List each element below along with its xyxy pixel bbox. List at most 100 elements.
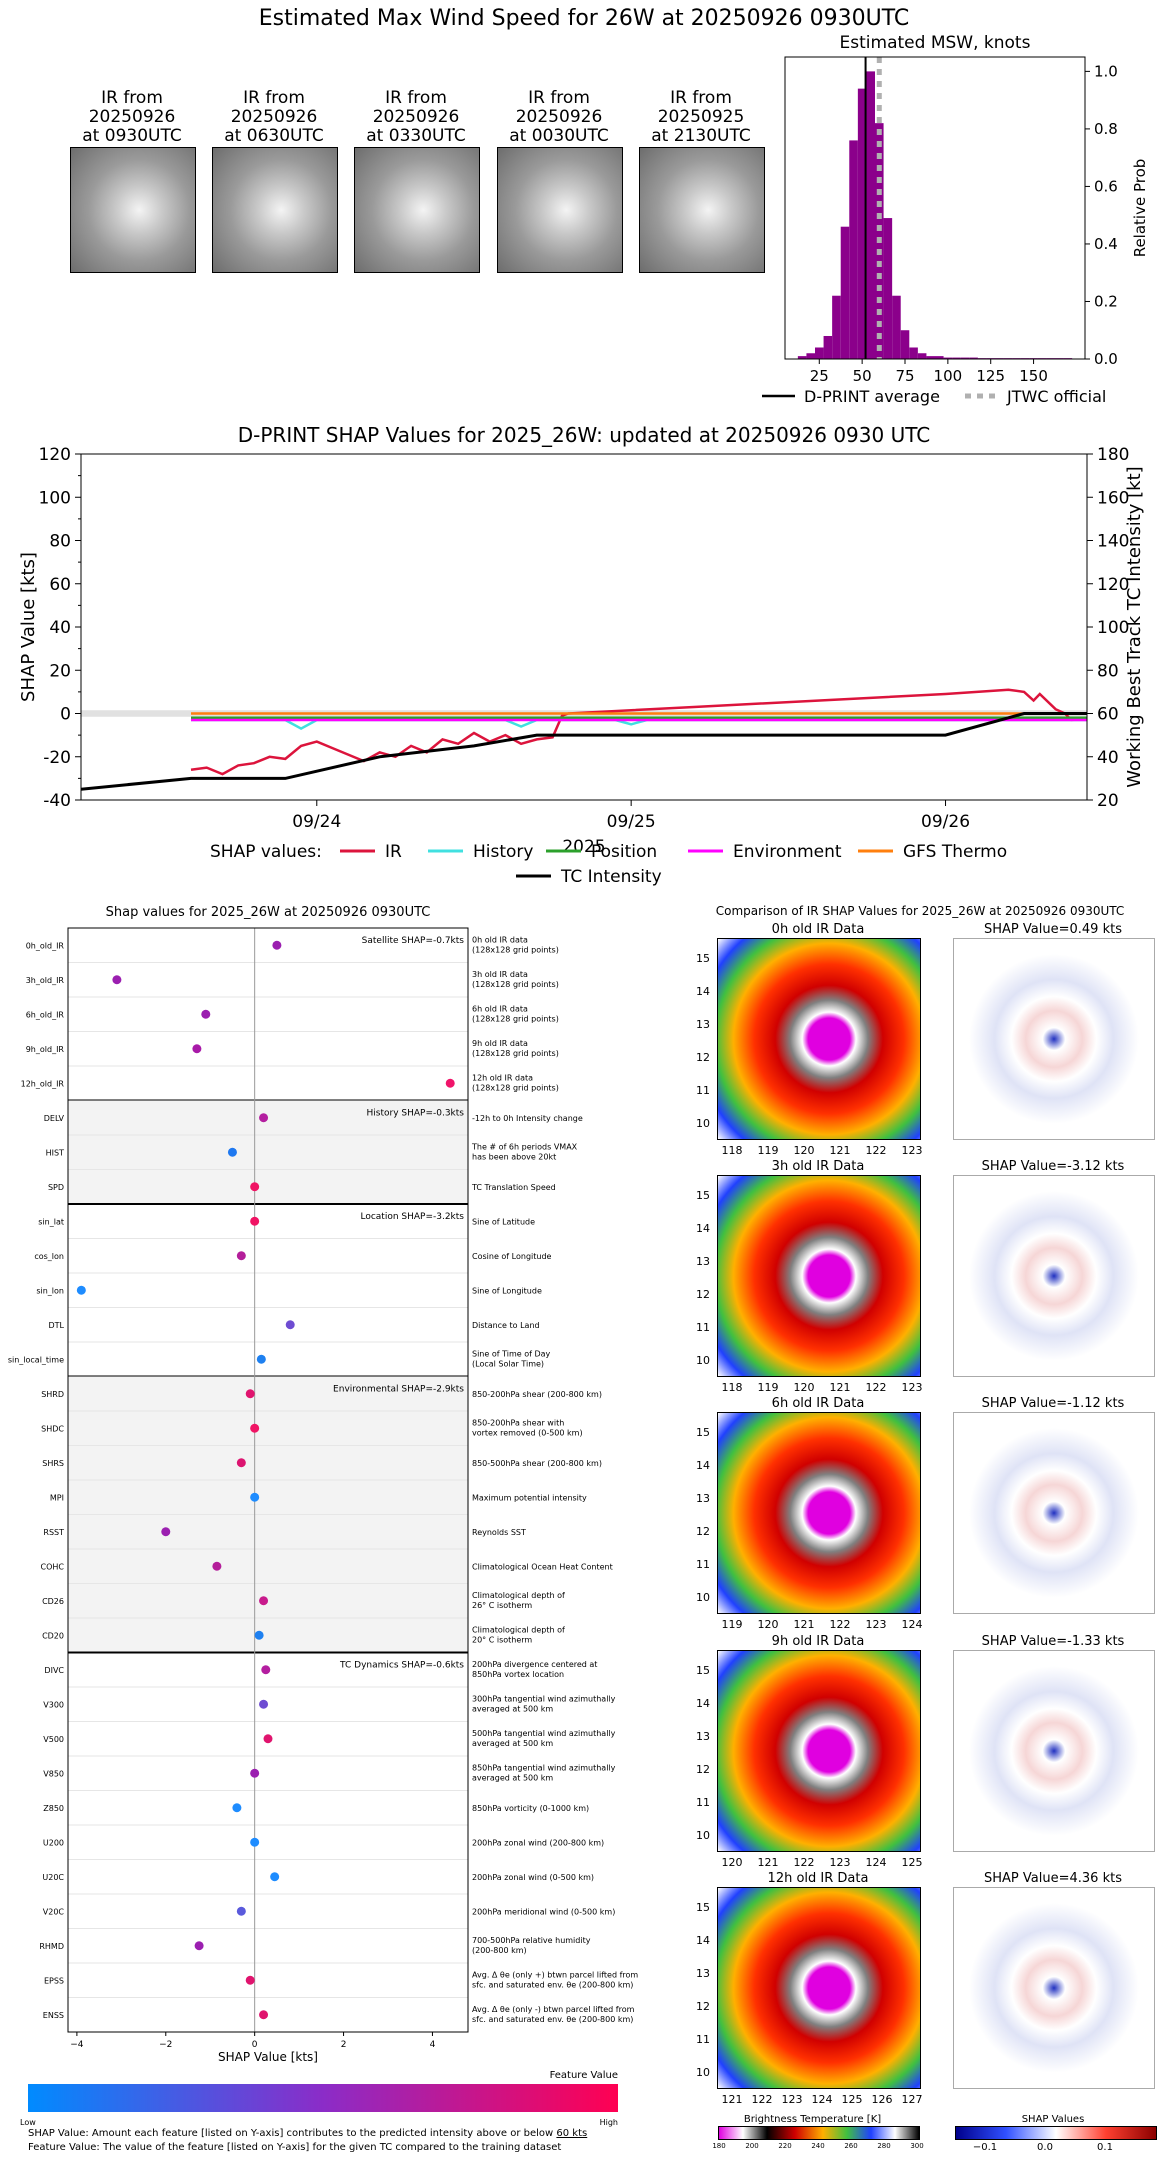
scatter-frame	[67, 927, 469, 2033]
msw-histogram: Estimated MSW, knots 25 50 75 100 125 150 0.0 0.…	[762, 33, 1149, 406]
feature-name: MPI	[50, 1493, 64, 1502]
footnote-shap-text: SHAP Value: Amount each feature [listed …	[28, 2128, 557, 2139]
feature-value-colorbar	[28, 2084, 618, 2112]
feature-desc: 200hPa divergence centered at	[472, 1660, 597, 1669]
histogram-bar	[857, 88, 867, 359]
thumbnail-label-line: IR from	[670, 88, 732, 108]
map-ytick-label: 14	[696, 1697, 710, 1710]
feature-desc: 850hPa tangential wind azimuthally	[472, 1763, 616, 1772]
map-ytick-label: 12	[696, 1763, 710, 1776]
shap-point	[445, 1078, 455, 1088]
bt-tick-label: 280	[877, 2142, 891, 2150]
feature-desc: 200hPa zonal wind (0-500 km)	[472, 1873, 594, 1882]
feature-name: sin_lat	[38, 1217, 64, 1226]
xtick-label: 09/24	[292, 812, 341, 832]
map-ytick-label: 13	[696, 1730, 710, 1743]
shap-colorbar-title: SHAP Values	[1021, 2114, 1085, 2125]
thumbnail-label-line: at 0630UTC	[224, 126, 324, 146]
shap-point	[212, 1561, 222, 1571]
shap-point	[76, 1285, 86, 1295]
legend-label: TC Intensity	[560, 867, 662, 887]
scatter-xtick-label: 0	[252, 2040, 258, 2050]
histogram-ytick-label: 0.4	[1094, 235, 1118, 253]
map-ytick-label: 14	[696, 1459, 710, 1472]
page-title: Estimated Max Wind Speed for 26W at 2025…	[258, 6, 910, 31]
map-ytick-label: 15	[696, 1426, 710, 1439]
feature-name: SPD	[48, 1183, 64, 1192]
map-ytick-label: 11	[696, 2033, 710, 2046]
histogram-bar	[960, 357, 970, 359]
map-xtick-label: 127	[902, 2093, 923, 2106]
shap-tick-label: −0.1	[972, 2142, 998, 2153]
legend-average-label: D-PRINT average	[804, 387, 940, 406]
left-ytick-label: -20	[43, 748, 71, 768]
scatter-xtick-label: −4	[70, 2040, 84, 2050]
thumbnail-label-line: 20250926	[230, 107, 318, 127]
footnote-shap-link[interactable]: 60 kts	[556, 2128, 588, 2139]
shap-point	[259, 1113, 269, 1123]
shap-point	[245, 1975, 255, 1985]
legend-label: GFS Thermo	[903, 842, 1007, 862]
shap-point	[236, 1458, 246, 1468]
map-xtick-label: 124	[902, 1618, 923, 1631]
legend-label: Position	[591, 842, 657, 862]
feature-desc: averaged at 500 km	[472, 1773, 553, 1782]
map-ytick-label: 11	[696, 1558, 710, 1571]
map-xtick-label: 120	[794, 1144, 815, 1157]
map-xtick-label: 124	[812, 2093, 833, 2106]
ir-map-axes: 120 121 122 123 124 125 15 14 13 12 11 10	[696, 1664, 923, 1869]
bt-tick-label: 240	[811, 2142, 825, 2150]
shap-point	[245, 1389, 255, 1399]
thumbnail-label-line: at 0930UTC	[82, 126, 182, 146]
feature-desc: Avg. Δ θe (only -) btwn parcel lifted fr…	[472, 2005, 635, 2014]
feature-desc: 3h old IR data	[472, 970, 528, 979]
map-xtick-label: 120	[794, 1381, 815, 1394]
feature-name: V500	[43, 1735, 64, 1744]
feature-name: sin_lon	[36, 1286, 64, 1295]
thumbnail-label-line: IR from	[101, 88, 163, 108]
feature-desc: (128x128 grid points)	[472, 945, 559, 954]
shap-point	[259, 1699, 269, 1709]
ir-panel-title: 12h old IR Data	[767, 1871, 869, 1886]
group-label: Location SHAP=-3.2kts	[360, 1212, 464, 1222]
feature-desc: 200hPa meridional wind (0-500 km)	[472, 1907, 615, 1916]
timeseries-ylabel-right: Working Best Track TC Intensity [kt]	[1124, 466, 1145, 787]
map-ytick-label: 15	[696, 952, 710, 965]
feature-name: 12h_old_IR	[21, 1079, 65, 1088]
feature-name: cos_lon	[34, 1252, 64, 1261]
map-ytick-label: 13	[696, 1255, 710, 1268]
feature-name: 9h_old_IR	[26, 1045, 65, 1054]
ir-thumbnail-image	[497, 147, 623, 273]
left-ytick-label: -40	[43, 791, 71, 811]
shap-point	[261, 1665, 271, 1675]
timeseries-title: D-PRINT SHAP Values for 2025_26W: update…	[238, 423, 930, 447]
shap-panel-title: SHAP Value=-1.12 kts	[981, 1396, 1125, 1411]
histogram-xtick-label: 25	[810, 367, 829, 385]
map-xtick-label: 122	[866, 1144, 887, 1157]
feature-desc: 500hPa tangential wind azimuthally	[472, 1729, 616, 1738]
xtick-label: 09/26	[921, 812, 970, 832]
right-ytick-label: 160	[1097, 488, 1129, 508]
shap-timeseries-chart: D-PRINT SHAP Values for 2025_26W: update…	[18, 423, 1145, 887]
feature-name: EPSS	[44, 1976, 64, 1985]
colorbar-high-label: High	[600, 2118, 618, 2127]
histogram-title: Estimated MSW, knots	[840, 33, 1031, 53]
right-ytick-label: 80	[1097, 661, 1119, 681]
shap-point	[250, 1837, 260, 1847]
histogram-xtick-label: 125	[976, 367, 1005, 385]
right-ytick-label: 20	[1097, 791, 1119, 811]
thumbnail-label: IR from 20250926 at 0930UTC	[57, 89, 207, 146]
feature-desc: 20° C isotherm	[472, 1635, 532, 1644]
feature-desc: sfc. and saturated env. θe (200-800 km)	[472, 2015, 633, 2024]
map-ytick-label: 10	[696, 2066, 710, 2079]
shap-point	[263, 1734, 273, 1744]
feature-name: 0h_old_IR	[26, 941, 65, 950]
histogram-ytick-label: 1.0	[1094, 62, 1118, 80]
thumbnail-label-line: 20250926	[88, 107, 176, 127]
ir-map-panel	[717, 1412, 921, 1614]
map-ytick-label: 13	[696, 1967, 710, 1980]
histogram-frame	[784, 56, 1086, 360]
left-ytick-label: 40	[49, 618, 71, 638]
shap-tick-label: 0.1	[1097, 2142, 1113, 2153]
xtick-label: 09/25	[607, 812, 656, 832]
